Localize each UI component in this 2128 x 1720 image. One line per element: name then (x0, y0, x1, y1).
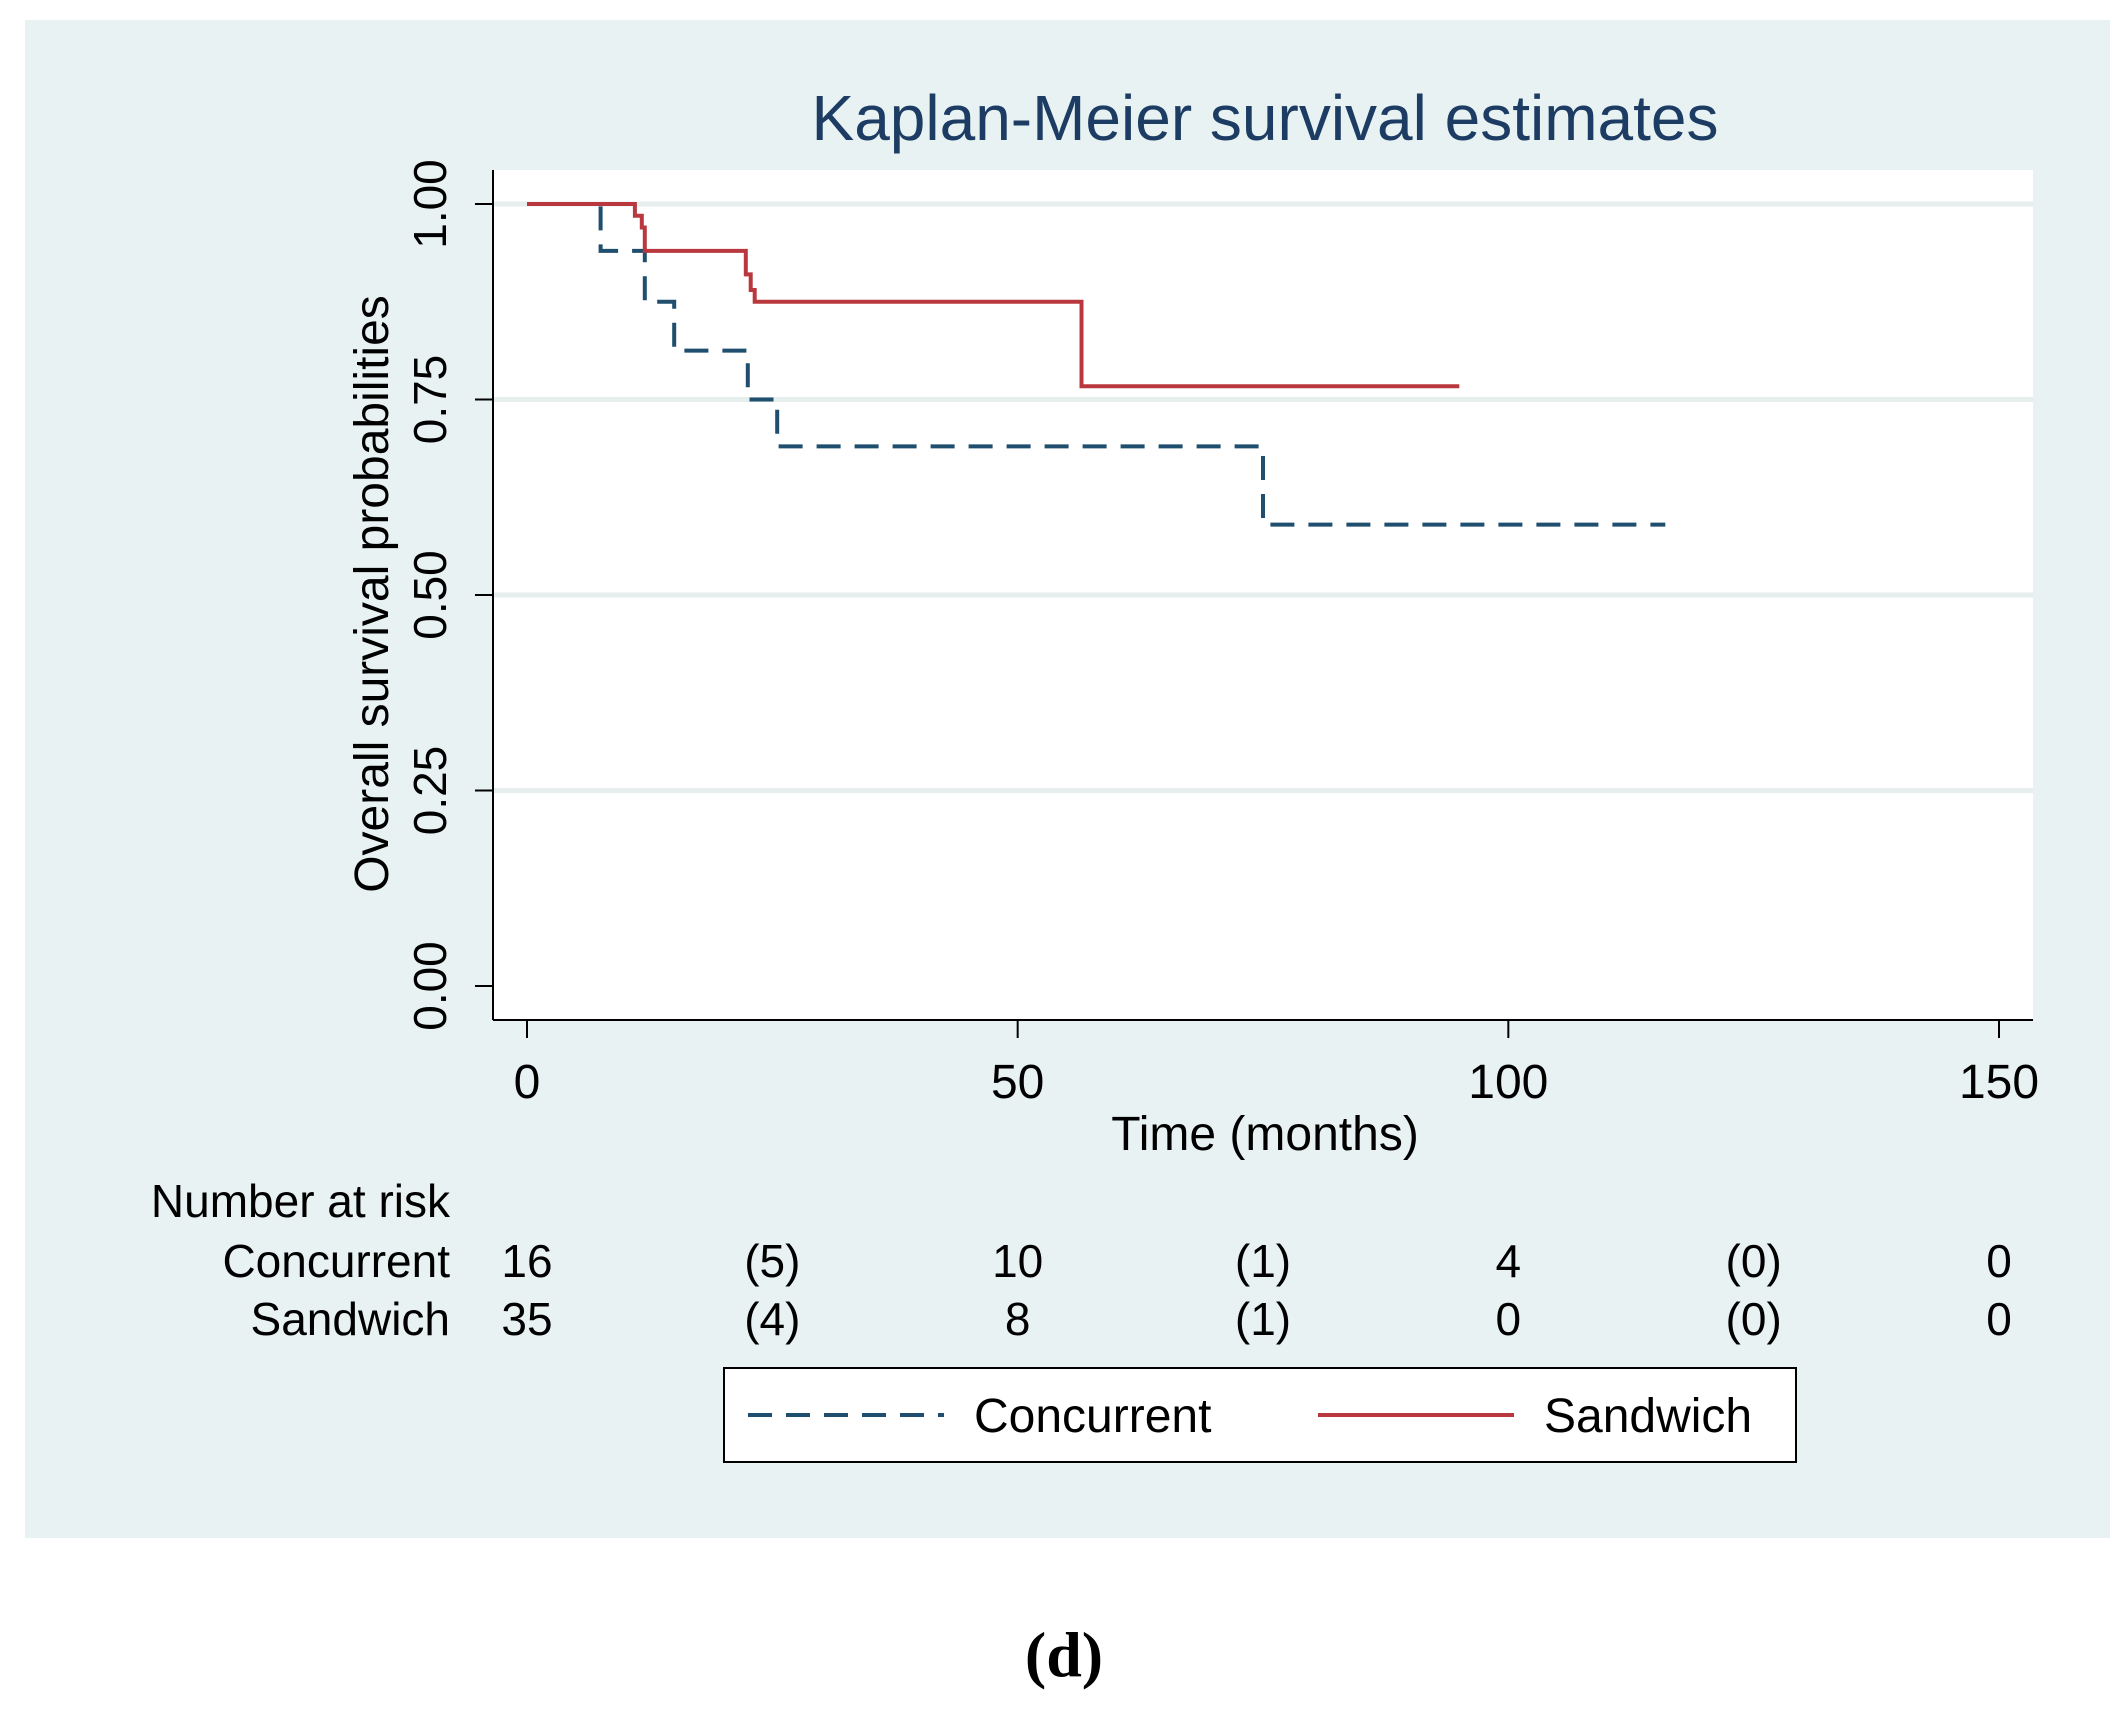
risk-value: (1) (1235, 1293, 1291, 1345)
risk-value: 0 (1986, 1293, 2012, 1345)
risk-row-label: Sandwich (251, 1293, 450, 1345)
risk-value: 8 (1005, 1293, 1031, 1345)
y-axis-label: Overall survival probabilities (346, 295, 399, 893)
risk-value: 10 (992, 1235, 1043, 1287)
x-tick-label: 150 (1959, 1056, 2039, 1109)
y-tick-label: 0.00 (404, 941, 456, 1031)
y-tick-label: 0.50 (404, 550, 456, 640)
survival-curves (527, 202, 1666, 527)
risk-value: (5) (744, 1235, 800, 1287)
risk-value: 4 (1496, 1235, 1522, 1287)
gridlines (493, 201, 2033, 793)
legend: Concurrent Sandwich (723, 1367, 1797, 1463)
risk-row-label: Concurrent (222, 1235, 450, 1287)
risk-value: (4) (744, 1293, 800, 1345)
y-axis-ticks: 0.00 0.25 0.50 0.75 1.00 (404, 159, 493, 1031)
x-tick-label: 50 (991, 1056, 1044, 1109)
panel-label: (d) (1025, 1619, 1103, 1690)
x-axis-ticks: 0 50 100 150 (514, 1020, 2039, 1109)
series-concurrent (527, 202, 1666, 527)
risk-value: (1) (1235, 1235, 1291, 1287)
risk-value: (0) (1726, 1235, 1782, 1287)
risk-value: 16 (501, 1235, 552, 1287)
legend-label-concurrent: Concurrent (974, 1390, 1211, 1443)
x-tick-label: 100 (1468, 1056, 1548, 1109)
risk-value: 0 (1986, 1235, 2012, 1287)
x-axis-label: Time (months) (1111, 1108, 1419, 1161)
legend-label-sandwich: Sandwich (1544, 1390, 1752, 1443)
x-tick-label: 0 (514, 1056, 541, 1109)
y-tick-label: 1.00 (404, 159, 456, 249)
risk-table-header: Number at risk (151, 1175, 451, 1227)
y-tick-label: 0.75 (404, 355, 456, 445)
chart-title: Kaplan-Meier survival estimates (812, 82, 1719, 154)
series-sandwich (527, 202, 1460, 389)
risk-value: (0) (1726, 1293, 1782, 1345)
risk-table: Number at risk Concurrent 16 (5) 10 (1) 4 (0) 0… (151, 1175, 2012, 1345)
risk-value: 35 (501, 1293, 552, 1345)
risk-value: 0 (1496, 1293, 1522, 1345)
y-tick-label: 0.25 (404, 746, 456, 836)
